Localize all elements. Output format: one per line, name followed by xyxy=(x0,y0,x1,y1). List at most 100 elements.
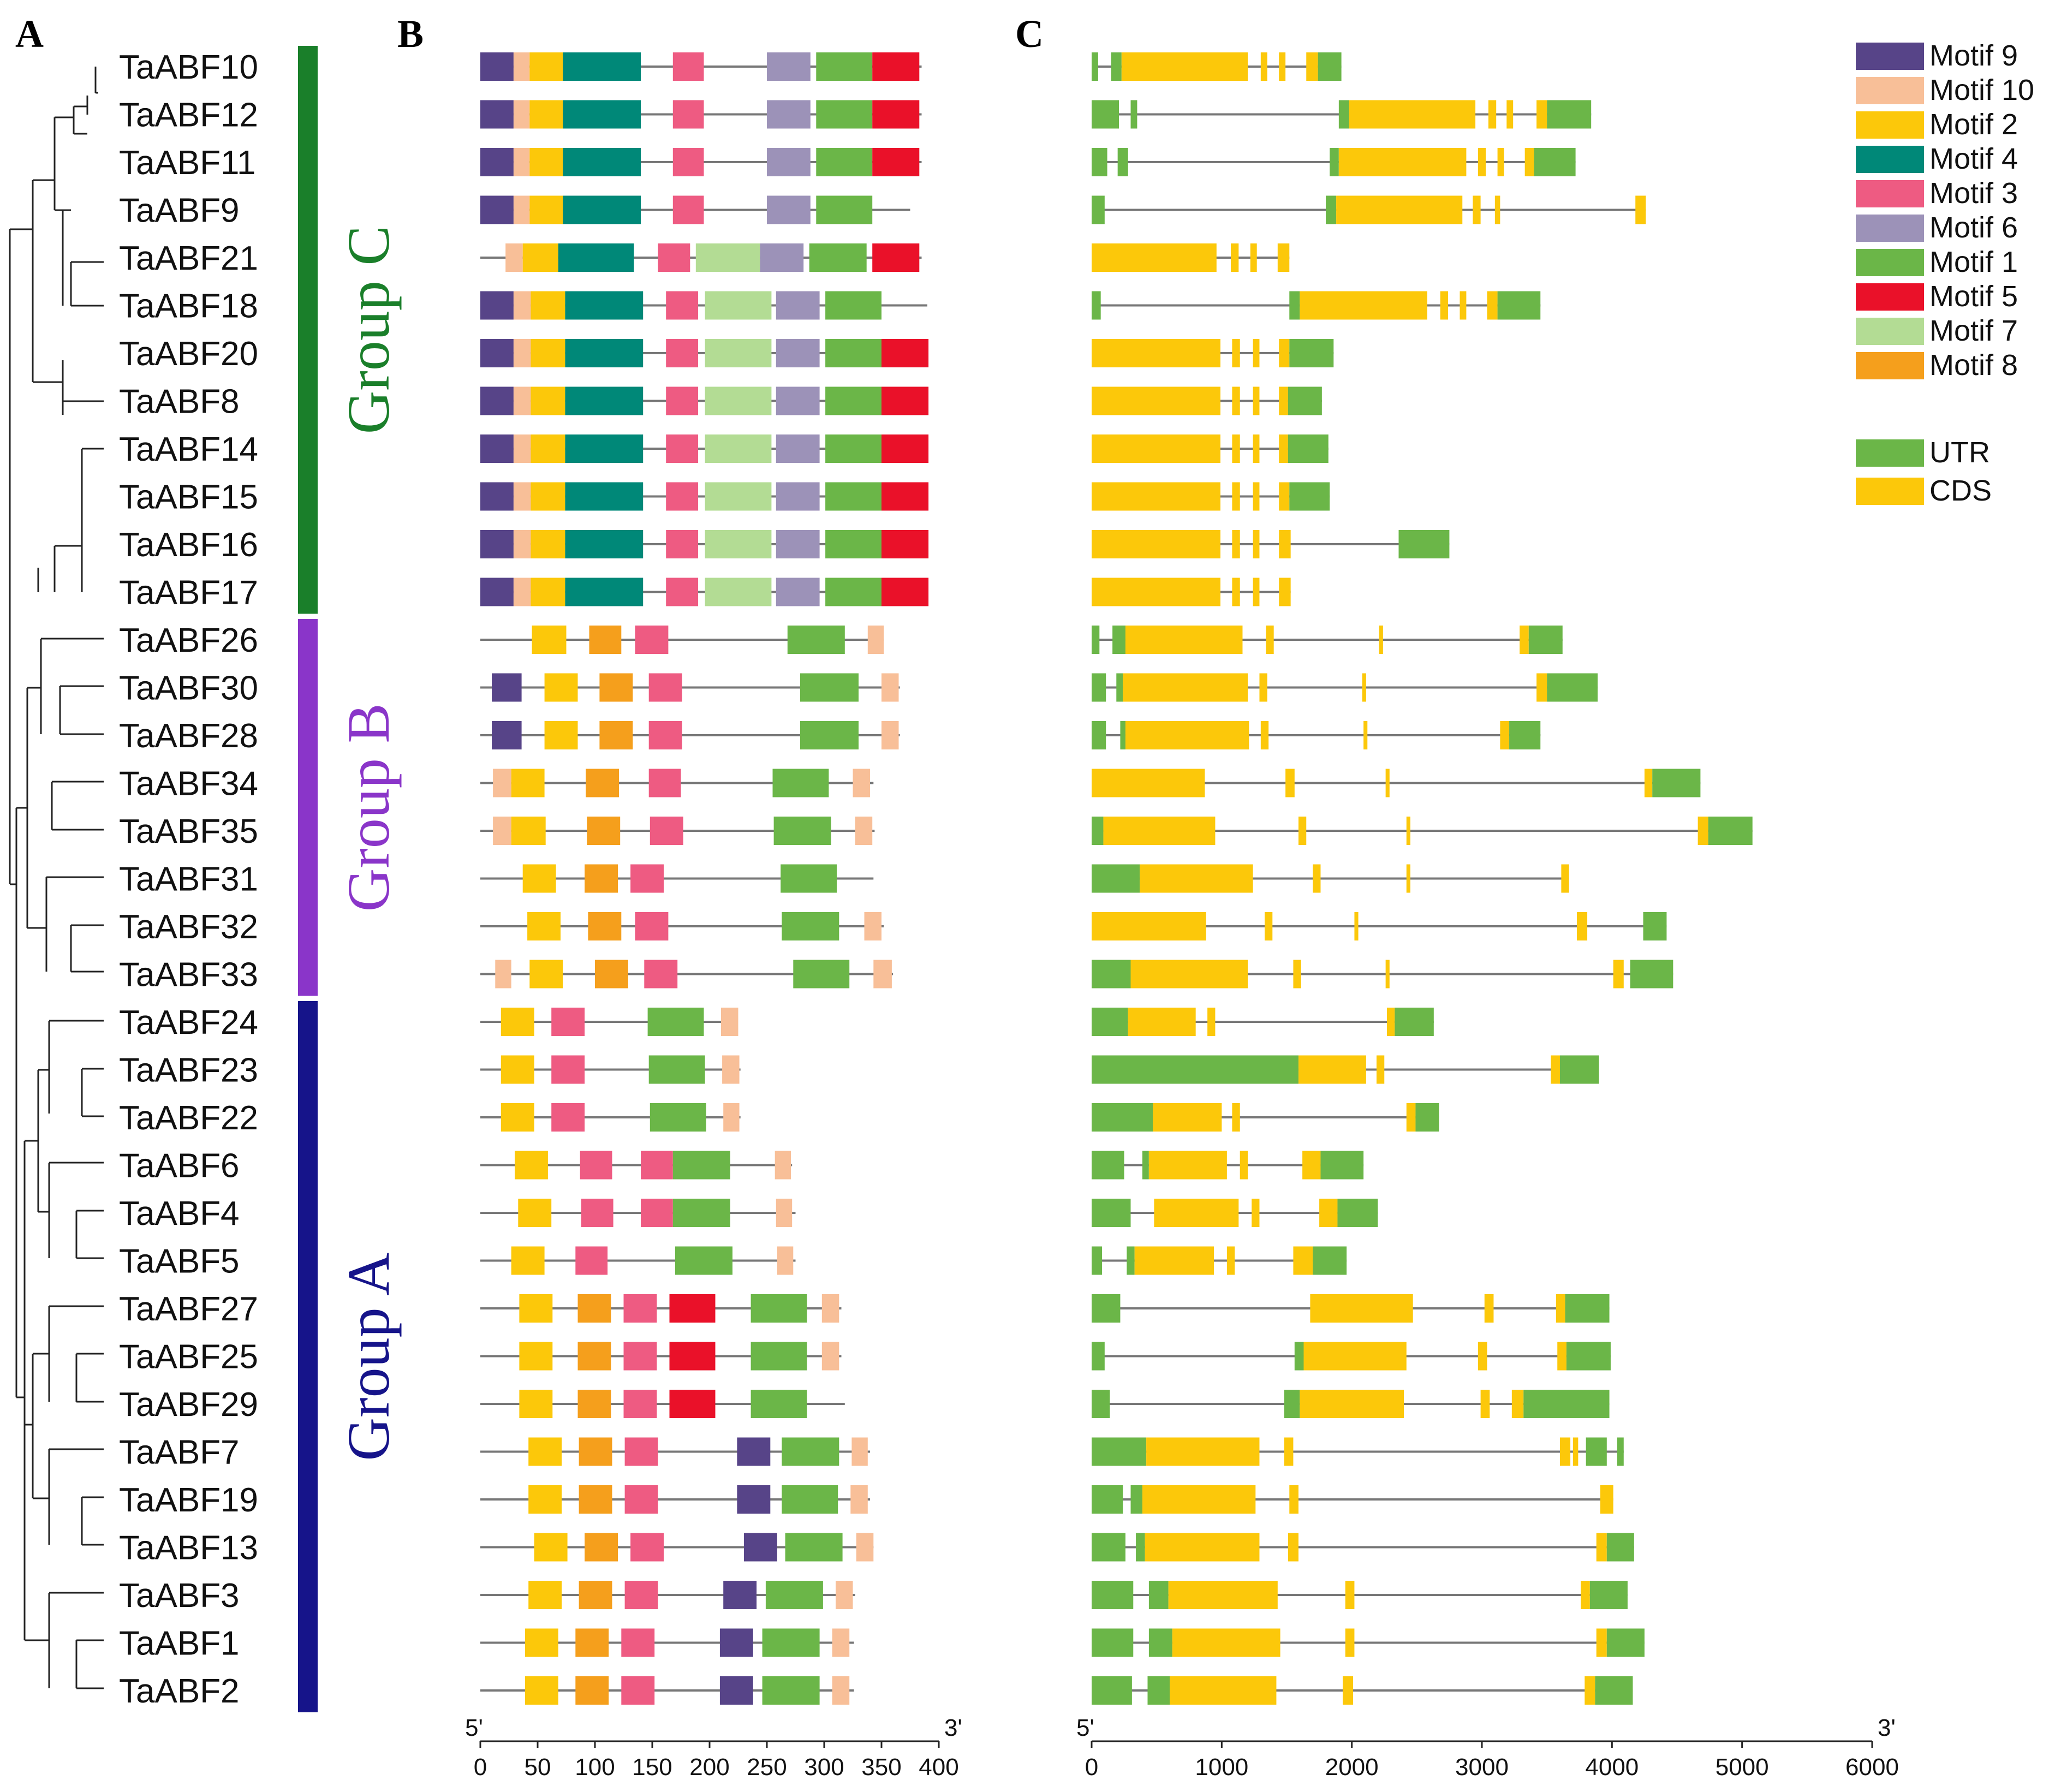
motif-box xyxy=(630,864,664,893)
gene-label: TaABF24 xyxy=(119,1004,258,1041)
motif-box xyxy=(737,1437,771,1466)
cds-block xyxy=(1354,912,1359,940)
motif-box xyxy=(776,482,820,511)
motif-box xyxy=(513,52,530,81)
motif-box xyxy=(575,1246,608,1275)
motif-box xyxy=(672,148,704,176)
motif-box xyxy=(529,960,563,989)
cds-block xyxy=(1300,291,1427,320)
motif-box xyxy=(648,1055,705,1084)
legend-swatch xyxy=(1856,111,1924,139)
motif-box xyxy=(585,1533,618,1562)
cds-block xyxy=(1277,243,1290,272)
utr-block xyxy=(1092,626,1100,654)
legend-swatch xyxy=(1856,478,1924,505)
five-prime-label: 5' xyxy=(465,1714,483,1741)
group-bar xyxy=(298,1001,318,1712)
motif-box xyxy=(588,912,622,940)
motif-box xyxy=(864,912,881,940)
tick-label: 200 xyxy=(689,1754,729,1781)
gene-label: TaABF10 xyxy=(119,49,258,86)
utr-block xyxy=(1092,100,1119,129)
motif-box xyxy=(666,578,698,606)
utr-block xyxy=(1589,1581,1628,1609)
motif-box xyxy=(599,673,633,702)
cds-block xyxy=(1385,960,1390,989)
motif-box xyxy=(480,482,514,511)
motif-box xyxy=(531,386,565,415)
motif-box xyxy=(587,817,621,845)
motif-box xyxy=(672,52,704,81)
cds-block xyxy=(1362,673,1366,702)
motif-box xyxy=(648,769,681,797)
motif-box xyxy=(635,912,669,940)
motif-box xyxy=(519,1294,553,1323)
cds-block xyxy=(1231,243,1239,272)
cds-block xyxy=(1478,1342,1487,1371)
motif-box xyxy=(480,530,514,558)
motif-box xyxy=(722,1055,740,1084)
gene-label: TaABF21 xyxy=(119,240,258,277)
motif-box xyxy=(856,1533,874,1562)
motif-box xyxy=(563,100,641,129)
legend-swatch xyxy=(1856,146,1924,173)
legend-label: CDS xyxy=(1929,474,1992,507)
utr-block xyxy=(1288,386,1322,415)
utr-block xyxy=(1326,195,1337,224)
group-label: Group B xyxy=(335,703,402,912)
cds-block xyxy=(1226,1246,1235,1275)
motif-box xyxy=(531,339,565,367)
three-prime-label: 3' xyxy=(1878,1714,1896,1741)
motif-box xyxy=(672,195,704,224)
cds-block xyxy=(1232,578,1240,606)
cds-block xyxy=(1232,530,1240,558)
cds-block xyxy=(1300,1390,1404,1418)
utr-block xyxy=(1534,148,1576,176)
motif-box xyxy=(595,960,628,989)
motif-box xyxy=(881,673,899,702)
motif-box xyxy=(705,482,772,511)
cds-block xyxy=(1232,434,1240,463)
motif-box xyxy=(544,673,578,702)
motif-box xyxy=(532,626,567,654)
motif-box xyxy=(492,673,522,702)
cds-block xyxy=(1644,769,1653,797)
cds-block xyxy=(1363,721,1368,749)
gene-label: TaABF32 xyxy=(119,908,258,946)
motif-box xyxy=(577,1294,611,1323)
phylogenetic-tree xyxy=(9,67,104,1689)
motif-box xyxy=(624,1581,658,1609)
cds-block xyxy=(1125,721,1249,749)
utr-block xyxy=(1092,1151,1124,1180)
motif-box xyxy=(782,912,839,940)
cds-block xyxy=(1345,1581,1355,1609)
tick-label: 2000 xyxy=(1325,1754,1379,1781)
utr-block xyxy=(1708,817,1753,845)
motif-box xyxy=(513,100,530,129)
motif-box xyxy=(832,1628,850,1657)
motif-box xyxy=(872,100,920,129)
motif-box xyxy=(644,960,678,989)
motif-box xyxy=(529,100,563,129)
motif-box xyxy=(872,148,920,176)
motif-box xyxy=(624,1437,658,1466)
cds-block xyxy=(1440,291,1449,320)
motif-box xyxy=(750,1294,807,1323)
tick-label: 350 xyxy=(861,1754,901,1781)
group-bar xyxy=(298,619,318,996)
cds-block xyxy=(1172,1628,1280,1657)
cds-block xyxy=(1500,721,1510,749)
motif-box xyxy=(825,482,881,511)
cds-block xyxy=(1342,1676,1354,1705)
legend-label: Motif 10 xyxy=(1929,74,2034,106)
motif-box xyxy=(621,1628,655,1657)
legend-swatch xyxy=(1856,318,1924,345)
motif-box xyxy=(666,339,698,367)
utr-block xyxy=(1136,1533,1145,1562)
cds-block xyxy=(1473,195,1481,224)
gene-label: TaABF13 xyxy=(119,1529,258,1567)
motif-box xyxy=(513,530,531,558)
cds-block xyxy=(1596,1533,1607,1562)
utr-block xyxy=(1092,673,1106,702)
cds-block xyxy=(1285,769,1295,797)
